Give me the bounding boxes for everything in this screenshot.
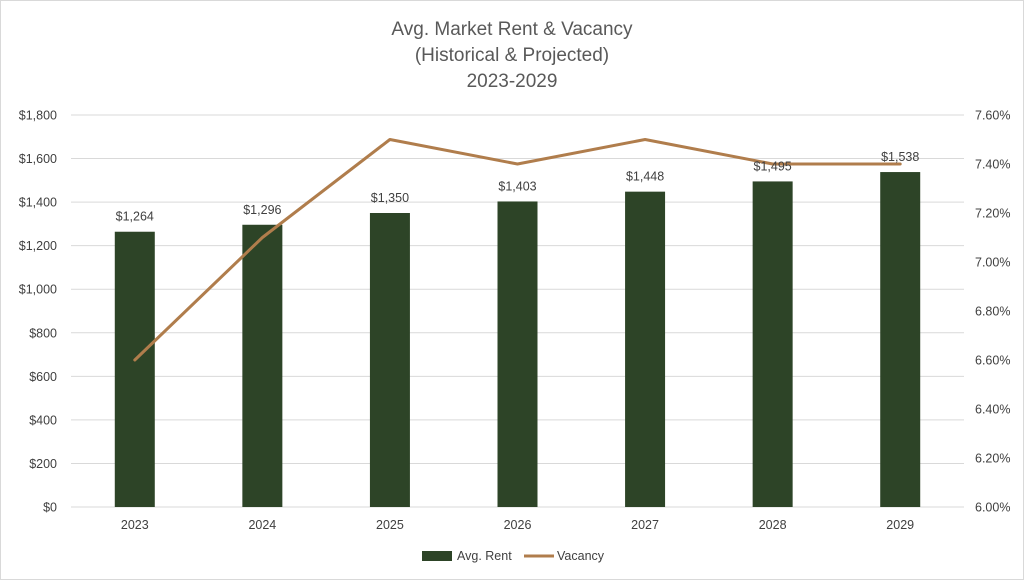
right-tick-label: 7.00% <box>975 256 1010 270</box>
left-tick-label: $1,800 <box>19 109 57 123</box>
left-tick-label: $800 <box>29 326 57 340</box>
bar-data-labels: $1,264 $1,296 $1,350 $1,403 $1,448 $1,495 $1,5… <box>116 150 920 224</box>
right-tick-label: 6.60% <box>975 354 1010 368</box>
bar-data-label: $1,538 <box>881 150 919 164</box>
bar-avg-rent-2029 <box>880 172 921 507</box>
legend-label-vacancy: Vacancy <box>557 549 605 563</box>
chart-title-line-3: 2023-2029 <box>467 71 558 92</box>
x-tick-label: 2025 <box>376 518 404 532</box>
vacancy-line-group <box>133 138 902 362</box>
right-tick-label: 6.80% <box>975 305 1010 319</box>
x-tick-label: 2024 <box>248 518 276 532</box>
bar-data-label: $1,403 <box>498 179 536 193</box>
legend: Avg. Rent Vacancy <box>422 549 605 563</box>
left-tick-label: $600 <box>29 370 57 384</box>
x-axis-ticks: 2023 2024 2025 2026 2027 2028 2029 <box>121 518 914 532</box>
right-tick-label: 6.00% <box>975 501 1010 515</box>
bar-avg-rent-2024 <box>242 224 283 507</box>
right-tick-label: 6.20% <box>975 452 1010 466</box>
bar-data-label: $1,264 <box>116 210 154 224</box>
left-tick-label: $1,600 <box>19 152 57 166</box>
left-tick-label: $1,000 <box>19 283 57 297</box>
right-tick-label: 6.40% <box>975 403 1010 417</box>
bar-data-label: $1,495 <box>754 159 792 173</box>
chart-title-line-1: Avg. Market Rent & Vacancy <box>391 19 633 40</box>
x-tick-label: 2026 <box>504 518 532 532</box>
right-tick-label: 7.60% <box>975 109 1010 123</box>
left-tick-label: $200 <box>29 457 57 471</box>
x-tick-label: 2023 <box>121 518 149 532</box>
chart-title-line-2: (Historical & Projected) <box>415 45 609 66</box>
left-tick-label: $400 <box>29 413 57 427</box>
bar-avg-rent-2023 <box>114 231 155 507</box>
x-tick-label: 2027 <box>631 518 659 532</box>
bar-avg-rent-2028 <box>752 181 793 507</box>
right-tick-label: 7.40% <box>975 158 1010 172</box>
x-tick-label: 2028 <box>759 518 787 532</box>
bar-avg-rent-2026 <box>497 201 538 508</box>
left-tick-label: $1,200 <box>19 239 57 253</box>
bar-avg-rent-2027 <box>625 191 666 507</box>
bar-data-label: $1,448 <box>626 170 664 184</box>
left-tick-label: $1,400 <box>19 196 57 210</box>
legend-label-avg-rent: Avg. Rent <box>457 549 512 563</box>
bar-data-label: $1,296 <box>243 203 281 217</box>
bars <box>114 172 921 508</box>
bar-data-label: $1,350 <box>371 191 409 205</box>
chart-title: Avg. Market Rent & Vacancy (Historical & … <box>391 19 633 92</box>
bar-avg-rent-2025 <box>369 213 410 507</box>
left-axis-ticks: $0 $200 $400 $600 $800 $1,000 $1,200 $1,400 $1,6… <box>19 109 57 515</box>
x-tick-label: 2029 <box>886 518 914 532</box>
right-tick-label: 7.20% <box>975 207 1010 221</box>
legend-swatch-avg-rent <box>422 551 452 561</box>
right-axis-ticks: 6.00% 6.20% 6.40% 6.60% 6.80% 7.00% 7.20% 7.40%… <box>975 109 1010 515</box>
left-tick-label: $0 <box>43 501 57 515</box>
